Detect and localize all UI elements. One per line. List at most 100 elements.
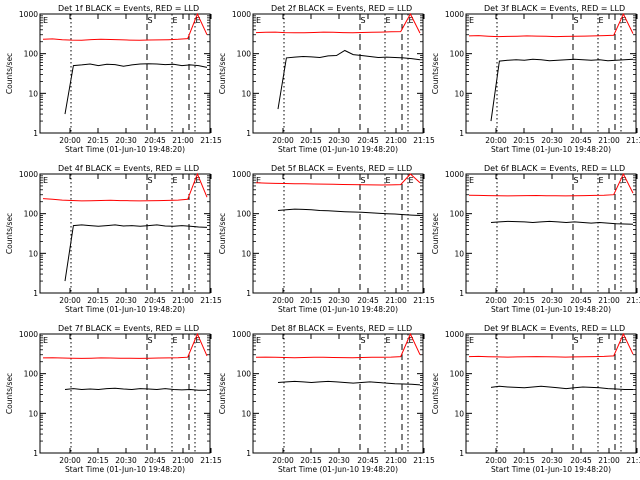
marker-label: E [385,16,390,25]
x-axis-label: Start Time (01-Jun-10 19:48:20) [278,145,398,154]
plot-frame [39,173,211,294]
y-axis-label: Counts/sec [5,53,14,94]
x-tick-label: 20:45 [570,136,592,145]
y-axis-label: Counts/sec [5,373,14,414]
lld-series-line [468,332,634,358]
lld-series-line [42,172,208,202]
y-tick-label: 1000 [232,330,251,339]
x-tick-label: 21:15 [200,296,222,305]
x-tick-label: 20:00 [59,456,81,465]
lld-series-line [255,332,421,359]
x-tick-label: 21:00 [172,136,194,145]
y-tick-label: 100 [450,210,465,219]
marker-label: S [360,176,365,185]
y-tick-label: 100 [450,370,465,379]
plot-frame [39,13,211,134]
y-tick-label: 10 [454,89,464,98]
x-tick-label: 21:15 [200,136,222,145]
x-tick-label: 21:00 [598,296,620,305]
marker-label: E [469,176,474,185]
x-axis-label: Start Time (01-Jun-10 19:48:20) [491,145,611,154]
events-series-line [277,208,421,216]
x-tick-label: 20:30 [115,296,137,305]
x-tick-label: 21:00 [385,456,407,465]
marker-label: E [408,336,413,345]
x-axis-label: Start Time (01-Jun-10 19:48:20) [65,465,185,474]
marker-label: E [43,16,48,25]
x-tick-label: 21:15 [200,456,222,465]
y-tick-label: 1 [33,289,38,298]
marker-label: E [469,16,474,25]
x-axis-label: Start Time (01-Jun-10 19:48:20) [278,465,398,474]
y-tick-label: 1 [459,289,464,298]
chart-title: Det 4f BLACK = Events, RED = LLD [58,164,199,173]
marker-label: E [598,176,603,185]
y-tick-label: 10 [454,409,464,418]
events-series-line [64,387,207,391]
x-tick-label: 20:15 [513,136,535,145]
chart-panel: Det 5f BLACK = Events, RED = LLD 1 10 100 10… [218,164,435,314]
y-tick-label: 100 [24,370,39,379]
y-axis-label: Counts/sec [431,213,440,254]
marker-label: E [621,176,626,185]
x-tick-label: 20:15 [300,456,322,465]
x-tick-label: 21:15 [626,456,640,465]
y-tick-label: 1000 [445,10,464,19]
marker-label: E [195,16,200,25]
x-tick-label: 20:45 [357,296,379,305]
chart-title: Det 2f BLACK = Events, RED = LLD [271,4,412,13]
marker-label: E [598,336,603,345]
chart-panel: Det 9f BLACK = Events, RED = LLD 1 10 100 10… [431,324,640,474]
events-series-line [490,220,634,225]
x-tick-label: 20:00 [272,296,294,305]
y-tick-label: 100 [24,210,39,219]
y-tick-label: 1 [246,289,251,298]
marker-label: S [360,16,365,25]
y-axis-label: Counts/sec [431,53,440,94]
x-axis-label: Start Time (01-Jun-10 19:48:20) [278,305,398,314]
chart-panel: Det 1f BLACK = Events, RED = LLD 1 10 100 10… [5,4,222,154]
y-tick-label: 1000 [19,10,38,19]
lld-series-line [255,12,421,34]
y-axis-label: Counts/sec [431,373,440,414]
plot-frame [39,333,211,454]
marker-label: S [573,176,578,185]
chart-panel: Det 2f BLACK = Events, RED = LLD 1 10 100 10… [218,4,435,154]
x-tick-label: 21:00 [385,136,407,145]
x-tick-label: 20:15 [300,296,322,305]
marker-label: E [385,176,390,185]
marker-label: E [408,16,413,25]
events-series-line [277,380,421,386]
x-tick-label: 20:00 [59,136,81,145]
x-tick-label: 20:15 [513,456,535,465]
x-tick-label: 20:00 [485,136,507,145]
marker-label: E [172,16,177,25]
x-tick-label: 20:30 [328,296,350,305]
y-tick-label: 1000 [232,170,251,179]
lld-series-line [468,12,634,38]
y-tick-label: 1000 [445,170,464,179]
x-tick-label: 20:00 [272,136,294,145]
x-tick-label: 20:30 [115,136,137,145]
x-axis-label: Start Time (01-Jun-10 19:48:20) [491,305,611,314]
y-tick-label: 1 [246,129,251,138]
y-tick-label: 100 [450,50,465,59]
marker-label: E [43,176,48,185]
x-tick-label: 20:30 [541,296,563,305]
x-tick-label: 20:15 [513,296,535,305]
x-tick-label: 21:00 [172,456,194,465]
chart-panel: Det 4f BLACK = Events, RED = LLD 1 10 100 10… [5,164,222,314]
y-tick-label: 100 [237,50,252,59]
y-tick-label: 1000 [232,10,251,19]
x-tick-label: 20:15 [300,136,322,145]
x-tick-label: 21:15 [413,136,435,145]
x-tick-label: 21:00 [385,296,407,305]
chart-title: Det 9f BLACK = Events, RED = LLD [484,324,625,333]
y-tick-label: 1 [246,449,251,458]
x-tick-label: 21:00 [172,296,194,305]
chart-title: Det 5f BLACK = Events, RED = LLD [271,164,412,173]
marker-label: S [360,336,365,345]
plot-frame [465,13,637,134]
events-series-line [490,58,634,122]
